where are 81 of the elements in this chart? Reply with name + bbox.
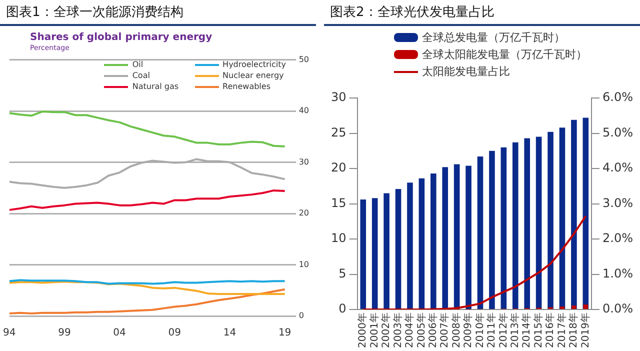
- bar: [360, 200, 366, 310]
- legend-label: Coal: [132, 71, 150, 80]
- x-tick-label: 2001年: [368, 312, 380, 348]
- legend-label: Oil: [132, 60, 144, 69]
- x-tick-label: 99: [58, 328, 71, 339]
- x-tick-label: 04: [113, 328, 126, 339]
- x-tick-label: 2016年: [544, 312, 556, 348]
- bar: [583, 304, 588, 310]
- x-tick-label: 09: [168, 328, 181, 339]
- legend-label: 太阳能发电量占比: [422, 64, 510, 79]
- x-tick-label: 2002年: [380, 312, 392, 348]
- bar: [559, 128, 566, 310]
- bar: [582, 118, 589, 310]
- y2-tick-label: 4.0%: [602, 160, 634, 175]
- x-tick-label: 2014年: [520, 312, 533, 348]
- y2-tick-label: 2.0%: [602, 231, 634, 246]
- y-tick-label: 30: [330, 90, 346, 104]
- bar: [548, 132, 554, 310]
- x-tick-label: 2015年: [532, 312, 544, 348]
- x-tick-label: 2006年: [426, 312, 439, 348]
- bar: [418, 178, 425, 310]
- y-tick-label: 10: [330, 231, 346, 246]
- x-tick-label: 2007年: [438, 312, 451, 348]
- y-tick-label: 0: [338, 302, 346, 316]
- x-tick-label: 2009年: [462, 312, 474, 348]
- bar: [407, 182, 413, 310]
- y2-tick-label: 0.0%: [602, 302, 634, 316]
- bar: [560, 306, 565, 310]
- bar: [536, 136, 542, 310]
- x-tick-label: 2008年: [450, 312, 462, 348]
- bar: [395, 188, 402, 310]
- y2-tick-label: 3.0%: [602, 196, 634, 210]
- legend-label: 全球太阳能发电量（万亿千瓦时）: [422, 47, 587, 62]
- y-tick-label: 20: [298, 208, 310, 218]
- bar: [512, 142, 518, 310]
- x-tick-label: 94: [2, 328, 16, 339]
- y-tick-label: 5: [338, 266, 346, 280]
- bar: [430, 173, 436, 310]
- x-tick-label: 2010年: [474, 312, 486, 348]
- bar: [500, 147, 507, 310]
- y-tick-label: 0: [298, 311, 304, 320]
- bar: [524, 138, 530, 310]
- legend-label: Natural gas: [132, 82, 179, 91]
- bar: [477, 156, 484, 310]
- x-tick-label: 2005年: [415, 312, 428, 348]
- bar: [372, 198, 378, 310]
- x-tick-label: 2019年: [579, 312, 592, 348]
- x-tick-label: 2013年: [508, 312, 521, 348]
- x-tick-label: 2017年: [556, 312, 568, 348]
- legend-label: Hydroelectricity: [222, 60, 286, 69]
- x-tick-label: 2011年: [486, 312, 498, 348]
- y-tick-label: 30: [298, 157, 310, 166]
- x-tick-label: 2012年: [497, 312, 510, 348]
- x-tick-label: 19: [278, 328, 292, 339]
- x-tick-label: 2018年: [568, 312, 580, 348]
- y2-tick-label: 1.0%: [602, 266, 634, 280]
- chart-title: 图表2：全球光伏发电量占比: [324, 0, 640, 26]
- chart-title: 图表1：全球一次能源消费结构: [0, 0, 316, 26]
- x-tick-label: 2004年: [404, 312, 416, 348]
- x-tick-label: 14: [223, 328, 236, 339]
- y-tick-label: 20: [330, 160, 346, 175]
- y-tick-label: 25: [330, 125, 346, 140]
- y2-tick-label: 6.0%: [602, 90, 634, 104]
- y-tick-label: 40: [298, 106, 310, 116]
- bar: [489, 150, 495, 310]
- bar: [466, 166, 472, 310]
- x-tick-label: 2003年: [392, 312, 404, 348]
- bar: [454, 164, 460, 310]
- bar: [442, 167, 448, 310]
- bar: [384, 193, 390, 310]
- legend-label: Renewables: [222, 82, 270, 91]
- legend-label: 全球总发电量（万亿千瓦时）: [422, 30, 565, 45]
- x-tick-label: 2000年: [356, 312, 369, 348]
- y-tick-label: 50: [298, 54, 310, 64]
- y2-tick-label: 5.0%: [602, 125, 634, 140]
- y-tick-label: 10: [298, 260, 310, 269]
- y-tick-label: 15: [330, 196, 346, 210]
- bar: [572, 305, 576, 310]
- chart-subtitle: Shares of global primary energy: [30, 32, 214, 43]
- legend-label: Nuclear energy: [222, 71, 284, 80]
- bar: [571, 120, 577, 310]
